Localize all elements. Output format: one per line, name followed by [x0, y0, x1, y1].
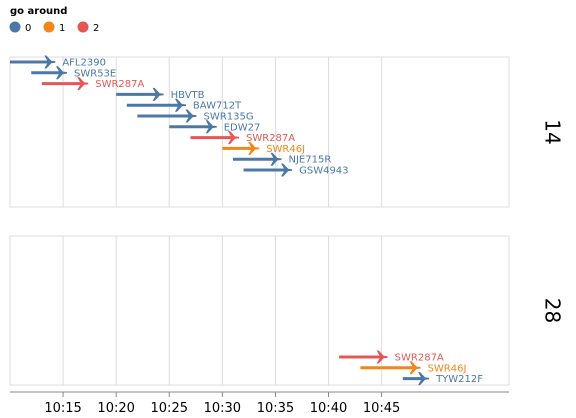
flight-mark: SWR287A	[41, 77, 145, 91]
flight-label: SWR287A	[246, 133, 295, 144]
airplane-icon	[269, 152, 282, 166]
legend-entries: 0 1 2	[9, 21, 99, 34]
facet-label: 14	[541, 119, 565, 144]
legend-entry-1: 1	[43, 21, 65, 34]
flight-label: SWR46J	[266, 144, 305, 155]
flight-label: SWR287A	[95, 79, 144, 90]
airplane-icon	[417, 372, 430, 386]
x-tick-label: 10:45	[363, 401, 400, 416]
facets: 14AFL2390SWR53ESWR287AHBVTBBAW712TSWR135…	[9, 55, 565, 386]
flight-label: TYW212F	[435, 374, 483, 385]
airplane-icon	[184, 109, 197, 123]
flight-label: SWR287A	[395, 353, 444, 364]
airplane-icon	[247, 141, 260, 155]
airplane-icon	[280, 163, 293, 177]
flight-mark: TYW212F	[402, 372, 483, 386]
airplane-icon	[55, 66, 68, 80]
flight-mark: SWR46J	[222, 141, 305, 155]
flight-mark: GSW4943	[243, 163, 349, 177]
x-tick-label: 10:25	[151, 401, 188, 416]
flight-label: HBVTB	[171, 90, 205, 101]
flight-mark: SWR53E	[31, 66, 116, 80]
facet-frame	[9, 235, 510, 386]
flight-mark: EDW27	[169, 120, 261, 134]
airplane-icon	[76, 77, 89, 91]
x-tick-label: 10:40	[310, 401, 347, 416]
flight-mark: SWR135G	[137, 109, 254, 123]
legend-swatch	[43, 21, 55, 33]
legend-swatch	[9, 21, 21, 33]
flight-mark: SWR287A	[190, 131, 295, 145]
flight-mark: NJE715R	[232, 152, 331, 166]
airplane-icon	[408, 361, 421, 375]
flight-label: SWR135G	[204, 112, 254, 123]
facet-14: 14AFL2390SWR53ESWR287AHBVTBBAW712TSWR135…	[9, 55, 565, 208]
flight-label: GSW4943	[299, 166, 348, 177]
flight-label: SWR53E	[74, 68, 116, 79]
airplane-icon	[375, 350, 388, 364]
flight-label: AFL2390	[62, 58, 106, 69]
x-axis: 10:15 10:20 10:25 10:30 10:35 10:40 10:45	[10, 391, 509, 416]
flight-label: SWR46J	[428, 363, 467, 374]
legend-label: 2	[93, 23, 99, 34]
airplane-icon	[173, 98, 186, 112]
flight-mark: SWR46J	[360, 361, 467, 375]
airplane-icon	[227, 131, 240, 145]
flight-label: EDW27	[224, 122, 261, 133]
flight-label: NJE715R	[288, 155, 331, 166]
x-tick-label: 10:30	[204, 401, 241, 416]
legend-entry-0: 0	[9, 21, 31, 34]
flight-mark: HBVTB	[116, 87, 205, 101]
airplane-icon	[151, 87, 164, 101]
flight-mark: AFL2390	[10, 55, 106, 69]
legend-swatch	[77, 21, 89, 33]
x-tick-label: 10:35	[257, 401, 294, 416]
legend-label: 1	[59, 23, 65, 34]
facet-label: 28	[541, 298, 565, 323]
legend-label: 0	[25, 23, 31, 34]
legend-entry-2: 2	[77, 21, 99, 34]
facet-frame	[9, 56, 510, 208]
legend-title: go around	[10, 6, 67, 17]
flight-mark: SWR287A	[339, 350, 444, 364]
x-tick-label: 10:15	[44, 401, 81, 416]
airplane-icon	[204, 120, 217, 134]
flight-mark: BAW712T	[126, 98, 242, 112]
legend: go around 0 1 2	[9, 6, 99, 34]
x-tick-label: 10:20	[97, 401, 134, 416]
flight-label: BAW712T	[193, 101, 242, 112]
airplane-icon	[43, 55, 56, 69]
